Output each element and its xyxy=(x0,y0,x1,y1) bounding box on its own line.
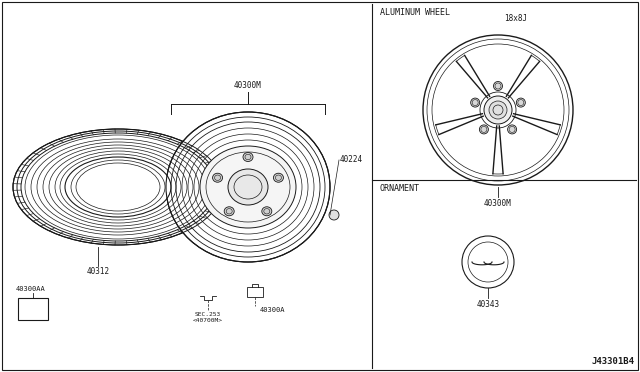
Text: 40300AA: 40300AA xyxy=(16,286,45,292)
Circle shape xyxy=(493,81,502,90)
Circle shape xyxy=(489,101,507,119)
Ellipse shape xyxy=(273,173,284,182)
Ellipse shape xyxy=(224,207,234,216)
Ellipse shape xyxy=(166,112,330,262)
Circle shape xyxy=(329,210,339,220)
Text: J43301B4: J43301B4 xyxy=(591,357,634,366)
Text: ORNAMENT: ORNAMENT xyxy=(380,184,420,193)
Text: ALUMINUM WHEEL: ALUMINUM WHEEL xyxy=(380,8,450,17)
Text: 40300M: 40300M xyxy=(484,199,512,208)
Text: 40343: 40343 xyxy=(476,300,500,309)
Ellipse shape xyxy=(65,157,171,217)
Circle shape xyxy=(484,96,512,124)
Ellipse shape xyxy=(13,129,223,245)
Ellipse shape xyxy=(228,169,268,205)
Text: 18x8J: 18x8J xyxy=(504,14,527,23)
Text: 40300M: 40300M xyxy=(234,81,262,90)
Ellipse shape xyxy=(212,173,223,182)
Text: 40312: 40312 xyxy=(86,267,109,276)
Bar xyxy=(247,287,263,297)
Circle shape xyxy=(479,125,488,134)
Circle shape xyxy=(516,98,525,107)
Circle shape xyxy=(508,125,516,134)
Text: 40300A: 40300A xyxy=(260,307,285,313)
Ellipse shape xyxy=(200,146,296,228)
Ellipse shape xyxy=(262,207,272,216)
Text: 40224: 40224 xyxy=(340,155,363,164)
Bar xyxy=(18,298,48,320)
Text: SEC.253
<40700M>: SEC.253 <40700M> xyxy=(193,312,223,323)
Ellipse shape xyxy=(243,153,253,161)
Circle shape xyxy=(470,98,479,107)
